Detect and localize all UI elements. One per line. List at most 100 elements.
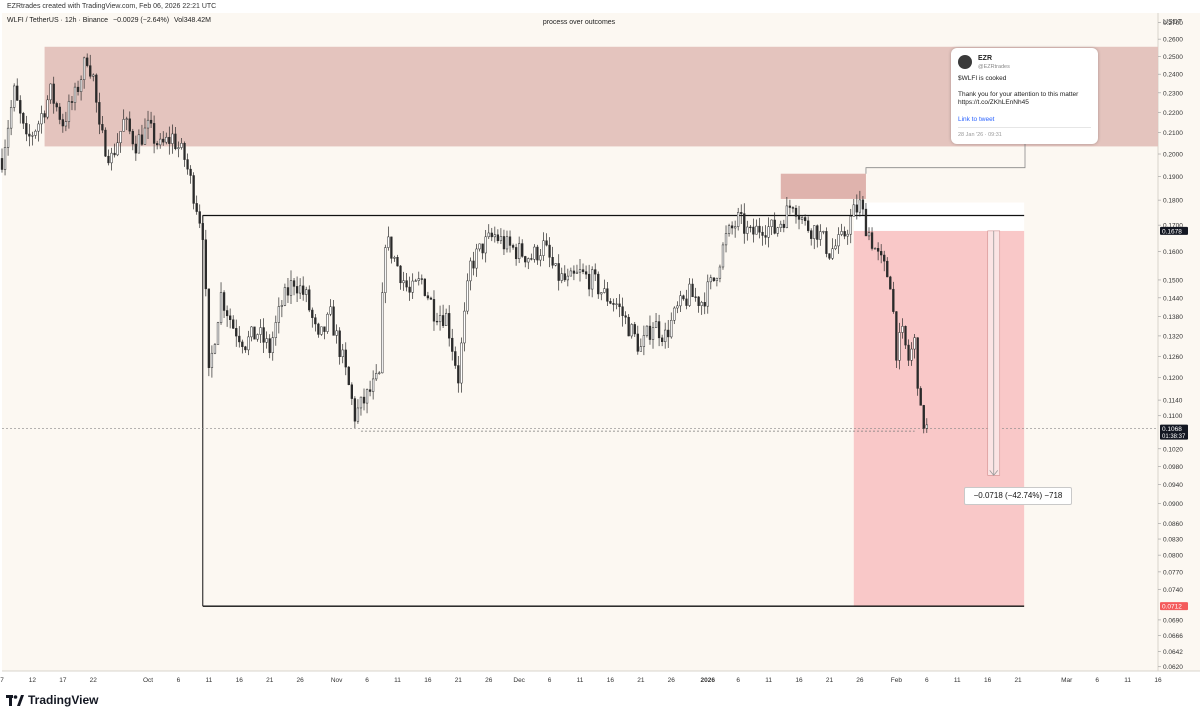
attribution: EZRtrades created with TradingView.com, … [7, 3, 217, 10]
y-tick-label: 0.2500 [1163, 54, 1183, 61]
candle-body [98, 102, 101, 125]
candle-body [317, 323, 320, 335]
x-tick-label: 22 [90, 677, 98, 684]
candle-body [113, 152, 116, 156]
y-tick-label: 0.1700 [1163, 223, 1183, 230]
candle-body [128, 118, 131, 132]
candle-body [131, 130, 134, 145]
candle-body [703, 302, 706, 307]
candle-body [530, 258, 533, 260]
price-axis-background [1158, 13, 1200, 671]
candle-body [28, 133, 31, 137]
volume-label: Vol [173, 17, 184, 24]
last-price-tag-bg [1160, 424, 1188, 440]
x-tick-label: 11 [765, 677, 772, 684]
candle-body [487, 232, 490, 238]
candle-body [441, 315, 445, 326]
tweet-card[interactable]: EZR @EZRtrades $WLFI is cooked Thank you… [951, 48, 1098, 144]
candle-body [289, 280, 293, 296]
y-tick-label: 0.1200 [1163, 375, 1183, 382]
x-tick-label: 21 [266, 677, 274, 684]
tweet-handle: @EZRtrades [978, 64, 1010, 70]
candle-body [183, 143, 186, 160]
candle-body [155, 143, 159, 146]
candle-body [229, 315, 232, 320]
x-tick-label: 21 [826, 677, 834, 684]
candle-body [344, 349, 347, 368]
candle-body [840, 231, 843, 235]
candle-body [639, 346, 642, 352]
candle-body [463, 310, 466, 344]
candle-body [691, 283, 694, 298]
candle-body [92, 74, 95, 77]
candle-body [116, 142, 119, 156]
x-tick-label: 21 [637, 677, 645, 684]
candle-body [365, 389, 369, 404]
candle-body [603, 288, 606, 293]
candle-body [137, 134, 141, 154]
candle-body [490, 232, 493, 238]
price-change: −0.0029 (−2.64%) [112, 17, 170, 24]
candle-body [597, 273, 600, 295]
candle-body [435, 320, 439, 323]
candle-body [533, 246, 536, 260]
y-tick-label: 0.1100 [1163, 413, 1183, 420]
candle-body [134, 143, 138, 154]
candle-body [262, 327, 265, 343]
candle-body [752, 226, 755, 235]
candle-body [505, 236, 509, 250]
candle-body [858, 199, 862, 213]
last-price-tag: 0.1068 [1162, 426, 1182, 433]
tweet-url[interactable]: https://t.co/ZKhLEnNh45 [958, 99, 1029, 106]
candle-body [524, 256, 527, 263]
candle-body [247, 336, 250, 351]
candle-body [411, 280, 414, 293]
x-tick-label: 6 [1095, 677, 1099, 684]
x-axis: 7 12 17 22 Oct 6 11 16 21 26 Nov 6 11 16 21 26 Dec 6 11 16 2… [0, 677, 1162, 684]
candle-body [152, 123, 156, 144]
measure-label: −0.0718 (−42.74%) −718 [964, 487, 1072, 505]
tweet-text-line-1: $WLFI is cooked [958, 75, 1007, 82]
candle-body [192, 175, 195, 204]
candle-body [444, 313, 448, 326]
candle-body [910, 348, 913, 361]
candle-body [572, 270, 576, 274]
candle-body [886, 260, 889, 278]
y-tick-label: 0.0620 [1163, 664, 1183, 671]
candle-body [277, 306, 280, 323]
tweet-author: EZR [978, 55, 992, 62]
candle-body [870, 232, 874, 249]
candle-body [238, 335, 241, 343]
symbol-name[interactable]: WLFI / TetherUS · 12h · Binance [7, 17, 109, 24]
candle-body [165, 136, 168, 143]
candle-body [767, 226, 770, 238]
x-tick-label: 26 [485, 677, 493, 684]
candle-body [791, 207, 795, 209]
x-tick-label: 26 [668, 677, 676, 684]
candle-body [880, 251, 883, 256]
x-tick-label: Dec [513, 677, 525, 684]
candle-body [265, 338, 268, 343]
candle-body [259, 327, 262, 335]
tweet-date: 28 Jan '26 · 09:31 [958, 132, 1002, 138]
x-tick-label: 26 [856, 677, 864, 684]
candle-body [746, 226, 749, 234]
candle-body [600, 292, 603, 295]
candle-body [727, 225, 731, 234]
link-to-tweet[interactable]: Link to tweet [958, 116, 995, 123]
candle-body [180, 143, 183, 148]
candle-body [621, 306, 624, 316]
tradingview-logo[interactable]: TradingView [6, 693, 98, 707]
y-tick-label: 0.0642 [1163, 649, 1183, 656]
x-tick-label: 11 [954, 677, 961, 684]
candle-body [95, 74, 98, 103]
candle-body [584, 271, 588, 275]
candle-body [110, 152, 113, 164]
symbol-legend: WLFI / TetherUS · 12h · Binance −0.0029 … [7, 17, 214, 24]
candle-body [43, 113, 46, 118]
candle-body [764, 235, 767, 238]
candle-body [837, 234, 840, 247]
candle-body [551, 257, 554, 266]
candle-body [654, 321, 658, 329]
